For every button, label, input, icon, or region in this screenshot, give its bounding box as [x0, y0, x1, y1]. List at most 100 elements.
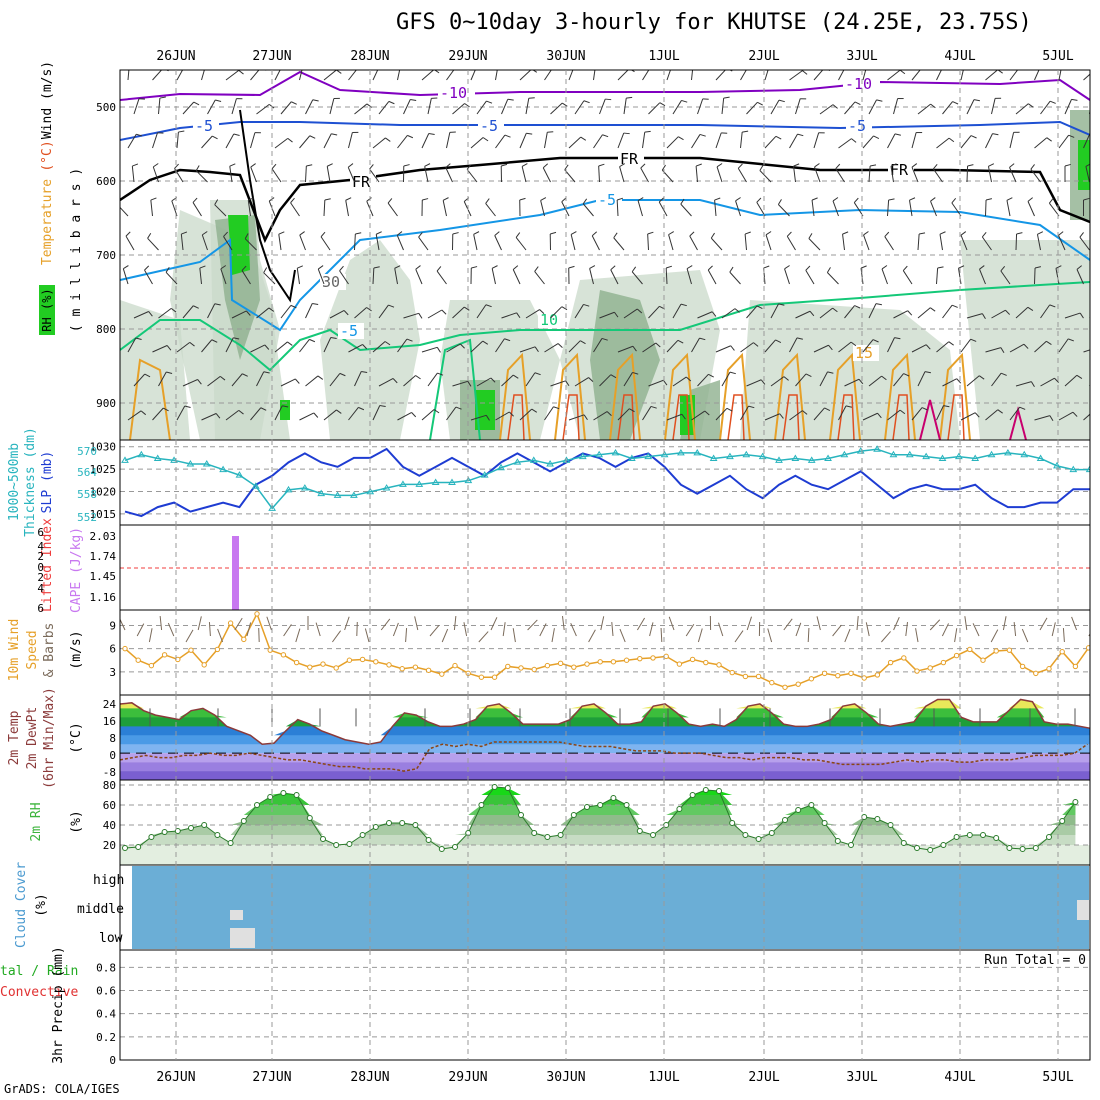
wind-barb-flag — [651, 66, 657, 68]
thickness-marker — [742, 450, 751, 458]
wind-barb — [827, 272, 839, 285]
wind-barb-flag — [1072, 411, 1078, 417]
wind-barb-flag — [436, 266, 442, 272]
contour-label-bg — [193, 118, 219, 134]
wind-barb — [714, 200, 717, 217]
wind-barb — [808, 238, 821, 251]
wind-barb-flag — [845, 405, 852, 408]
thickness-marker — [775, 456, 783, 463]
wind-barb — [765, 234, 772, 251]
wind-barb — [842, 234, 845, 251]
wind-barb — [244, 238, 257, 251]
slp-thickness-panel — [120, 445, 1090, 518]
contour-20 — [947, 394, 965, 440]
wind-barb — [1034, 267, 1036, 285]
w10-marker — [320, 661, 326, 667]
wind-barb-flag — [753, 342, 759, 347]
wind-barb — [207, 303, 216, 319]
rh-tick: 80 — [103, 779, 116, 792]
wind-barb — [207, 375, 221, 387]
wind-barb-flag — [778, 303, 785, 306]
wind-barb — [512, 269, 521, 285]
wind-barb — [250, 132, 256, 149]
w10-barb — [159, 616, 163, 631]
w10-barb — [441, 628, 449, 643]
wind-barb-flag — [860, 265, 867, 269]
w10-marker — [1033, 670, 1039, 677]
w10-marker — [122, 645, 128, 652]
contour-label-bg — [596, 192, 622, 208]
wind-barb — [372, 70, 379, 81]
w10-marker — [241, 636, 247, 643]
w10-marker — [927, 665, 933, 671]
wind-barb-flag — [498, 64, 504, 65]
wind-barb — [789, 133, 798, 149]
wind-barb-flag — [521, 163, 528, 167]
wind-barb-flag — [704, 410, 710, 416]
wind-barb-flag — [851, 138, 857, 143]
wind-barb — [144, 269, 153, 285]
wind-barb — [495, 411, 510, 421]
wind-barb-flag — [271, 163, 277, 170]
wind-barb-flag — [948, 341, 954, 346]
wind-barb — [932, 168, 943, 183]
w10-marker — [557, 660, 564, 667]
wind-barb-flag — [1089, 133, 1090, 134]
wind-barb — [868, 99, 877, 115]
wind-barb — [427, 98, 432, 115]
w10-barb — [1002, 616, 1007, 631]
rh-marker — [953, 834, 960, 840]
wind-barb-flag — [501, 163, 508, 167]
contour-label: -5 — [480, 117, 498, 135]
w10-barb — [795, 622, 802, 637]
wind-barb-flag — [575, 65, 581, 66]
wind-barb — [1058, 70, 1062, 81]
w10-marker — [386, 662, 392, 668]
w10-barb — [1071, 616, 1078, 631]
date-axis-top: 26JUN 27JUN 28JUN 29JUN 30JUN 1JUL 2JUL 3JUL 4JU… — [156, 49, 1073, 64]
wind-barb-flag — [1027, 306, 1034, 311]
wind-barb-flag — [958, 265, 965, 269]
wind-barb — [133, 311, 149, 319]
wind-barb-flag — [385, 137, 391, 142]
wind-barb-flag — [925, 344, 931, 350]
w10-marker — [914, 668, 920, 674]
wind-barb — [421, 70, 435, 81]
w10-barb — [295, 628, 301, 643]
wind-barb — [844, 101, 856, 115]
wind-barb — [966, 99, 975, 115]
w10-marker — [689, 656, 696, 663]
wind-barb — [470, 70, 476, 81]
li-tick: 0 — [37, 561, 44, 574]
wind-barb — [942, 378, 957, 387]
w10-barb — [717, 622, 724, 637]
wind-barb — [740, 132, 743, 149]
wind-barb — [378, 378, 394, 387]
contour-minus5 — [120, 120, 1090, 141]
wind-barb — [544, 70, 552, 81]
precip-tick: 0.2 — [96, 1031, 116, 1044]
wind-barb-flag — [602, 134, 609, 138]
rh-marker — [808, 802, 815, 808]
wind-barb — [372, 405, 381, 421]
wind-barb — [1009, 406, 1021, 421]
wind-barb-flag — [362, 344, 368, 350]
rh-band — [125, 787, 1076, 795]
wind-barb-flag — [974, 412, 980, 418]
wind-barb-flag — [238, 70, 244, 75]
rh-marker — [623, 802, 630, 808]
thickness-marker — [578, 452, 587, 460]
thickness-marker — [987, 450, 996, 458]
wind-barb — [939, 234, 943, 251]
wind-barb — [347, 167, 355, 183]
rh-marker — [320, 836, 326, 842]
wind-barb-flag — [956, 378, 962, 384]
thickness-marker — [1020, 450, 1029, 458]
wind-barb — [329, 373, 341, 387]
wind-barb — [323, 199, 326, 217]
contour-label: -10 — [440, 84, 467, 102]
wind-barb — [299, 234, 306, 251]
w10-marker — [307, 664, 313, 670]
wind-barb — [784, 268, 790, 285]
wind-barb-flag — [477, 65, 483, 66]
